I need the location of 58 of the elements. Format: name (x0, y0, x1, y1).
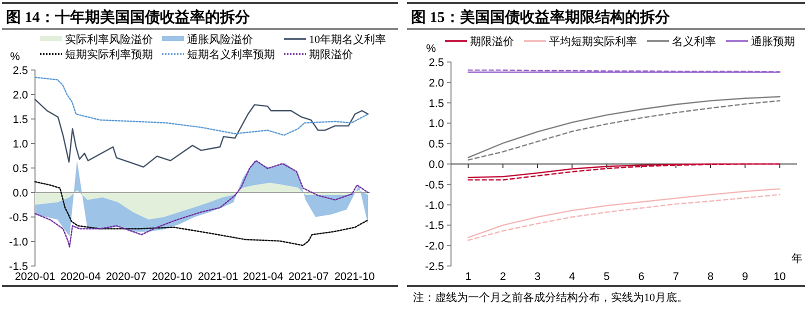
y-tick-label: 2.0 (428, 77, 444, 90)
x-tick-label: 3 (534, 271, 541, 283)
y-tick-label: 2.5 (428, 57, 444, 69)
y-tick-label: 1.0 (428, 118, 444, 130)
line-series (468, 188, 780, 238)
legend-label: 短期实际利率预期 (65, 48, 153, 61)
x-tick-label: 4 (569, 271, 576, 283)
y-tick-label: 0.0 (12, 188, 28, 200)
y-tick-label: 2.5 (12, 65, 28, 77)
legend-label: 短期名义利率预期 (187, 48, 275, 61)
y-tick-label: -1.0 (9, 236, 28, 248)
y-tick-label: 1.5 (428, 98, 444, 110)
y-tick-label: 0.5 (12, 163, 28, 175)
x-tick-label: 2020-01 (14, 271, 56, 283)
x-tick-label: 2021-04 (242, 271, 284, 283)
y-tick-label: -1.5 (425, 220, 444, 232)
x-tick-label: 6 (638, 271, 644, 283)
chart-title: 图 15：美国国债收益率期限结构的拆分 (411, 8, 671, 26)
x-tick-label: 2021-10 (334, 271, 375, 283)
x-tick-label: 10 (774, 271, 786, 283)
y-tick-label: 0.5 (428, 138, 444, 151)
y-tick-label: -1.0 (425, 200, 444, 212)
legend-label: 通胀风险溢价 (187, 33, 253, 46)
legend-label: 10年期名义利率 (309, 33, 386, 46)
line-series (34, 98, 369, 168)
y-tick-label: -2.0 (425, 240, 444, 253)
x-tick-label: 2021-07 (288, 271, 329, 283)
y-tick-label: 1.0 (12, 138, 28, 150)
y-tick-label: -1.5 (9, 261, 28, 273)
x-tick-label: 9 (742, 271, 748, 283)
legend-label: 实际利率风险溢价 (65, 33, 153, 46)
text: 注：虚线为一个月之前各成分结构分布，实线为10月底。 (413, 291, 688, 304)
y-tick-label: 0.0 (428, 159, 444, 171)
legend-label: 期限溢价 (470, 36, 514, 48)
x-tick-label: 2020-07 (106, 271, 146, 283)
y-axis-title: % (10, 51, 20, 63)
legend-label: 通胀预期 (751, 35, 795, 48)
x-tick-label: 2020-10 (152, 271, 192, 283)
line-series (34, 181, 369, 246)
y-tick-label: -0.5 (425, 179, 444, 192)
y-axis-title: % (426, 43, 436, 55)
x-tick-label: 8 (707, 271, 714, 283)
x-tick-label: 2 (500, 271, 506, 283)
x-tick-label: 2020-04 (60, 271, 101, 283)
y-tick-label: 2.0 (12, 90, 28, 102)
x-axis-title: 年 (792, 253, 802, 265)
legend-label: 名义利率 (672, 35, 716, 48)
x-tick-label: 5 (604, 271, 610, 283)
x-tick-label: 2021-01 (198, 271, 238, 283)
y-tick-label: -0.5 (9, 212, 28, 224)
x-tick-label: 7 (672, 271, 679, 283)
legend-label: 平均短期实际利率 (549, 35, 637, 48)
legend-label: 期限溢价 (309, 49, 353, 61)
x-tick-label: 1 (465, 271, 472, 283)
chart-title: 图 14：十年期美国国债收益率的拆分 (6, 8, 251, 26)
line-series (34, 76, 369, 136)
y-tick-label: -2.5 (425, 261, 444, 273)
y-tick-label: 1.5 (12, 114, 28, 126)
